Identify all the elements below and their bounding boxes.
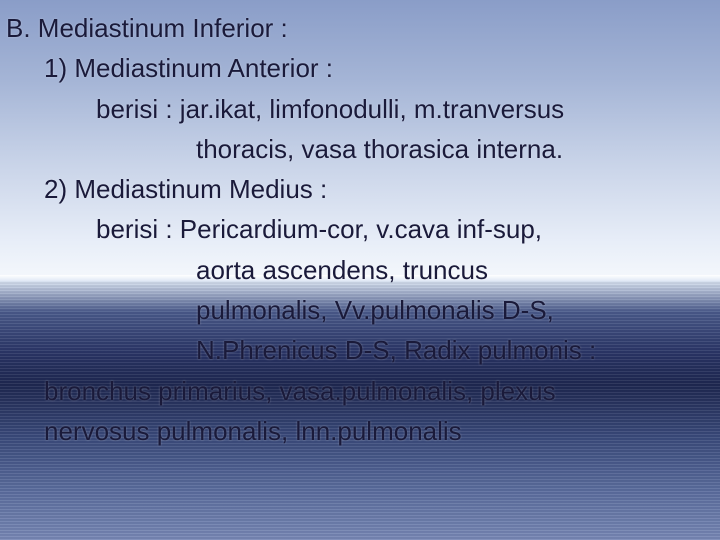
line-body-cont: thoracis, vasa thorasica interna. xyxy=(6,129,710,169)
line-subheading: 1) Mediastinum Anterior : xyxy=(6,48,710,88)
line-body-wrap: nervosus pulmonalis, lnn.pulmonalis xyxy=(6,411,710,451)
line-subheading: 2) Mediastinum Medius : xyxy=(6,169,710,209)
line-body-cont: pulmonalis, Vv.pulmonalis D-S, xyxy=(6,290,710,330)
line-body-cont: N.Phrenicus D-S, Radix pulmonis : xyxy=(6,330,710,370)
line-body: berisi : jar.ikat, limfonodulli, m.tranv… xyxy=(6,89,710,129)
slide-text-block: B. Mediastinum Inferior : 1) Mediastinum… xyxy=(0,0,720,451)
line-body-cont: aorta ascendens, truncus xyxy=(6,250,710,290)
line-heading: B. Mediastinum Inferior : xyxy=(6,8,710,48)
line-body: berisi : Pericardium-cor, v.cava inf-sup… xyxy=(6,209,710,249)
line-body-wrap: bronchus primarius, vasa.pulmonalis, ple… xyxy=(6,371,710,411)
